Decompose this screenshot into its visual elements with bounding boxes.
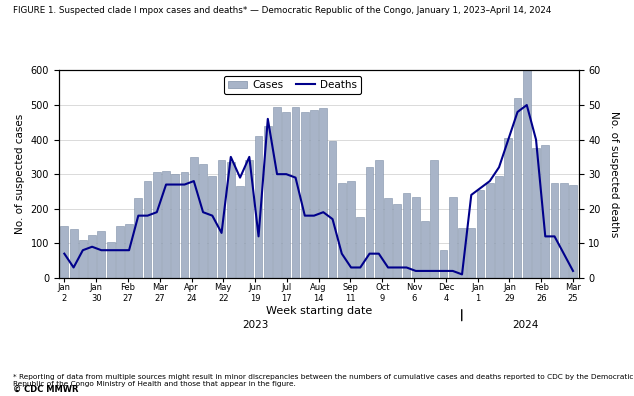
Bar	[356, 217, 364, 278]
Bar	[144, 181, 152, 278]
Bar	[375, 160, 383, 278]
Bar	[245, 160, 253, 278]
Bar	[70, 229, 77, 278]
Bar	[60, 226, 68, 278]
Bar	[181, 172, 188, 278]
Bar	[458, 228, 466, 278]
Bar	[310, 110, 318, 278]
Bar	[412, 197, 420, 278]
Bar	[430, 160, 438, 278]
Bar	[449, 197, 456, 278]
Bar	[190, 157, 198, 278]
Bar	[171, 174, 179, 278]
Bar	[301, 112, 309, 278]
X-axis label: Week starting date: Week starting date	[266, 306, 372, 316]
Bar	[486, 183, 494, 278]
Bar	[328, 141, 337, 278]
Bar	[264, 126, 272, 278]
Bar	[88, 235, 96, 278]
Bar	[209, 176, 216, 278]
Bar	[569, 185, 577, 278]
Y-axis label: No. of suspected cases: No. of suspected cases	[15, 114, 25, 234]
Bar	[273, 107, 281, 278]
Text: FIGURE 1. Suspected clade I mpox cases and deaths* — Democratic Republic of the : FIGURE 1. Suspected clade I mpox cases a…	[13, 6, 551, 15]
Bar	[366, 167, 373, 278]
Bar	[504, 138, 512, 278]
Bar	[236, 186, 244, 278]
Bar	[514, 98, 521, 278]
Bar	[532, 148, 540, 278]
Bar	[384, 198, 392, 278]
Bar	[217, 160, 226, 278]
Text: 2024: 2024	[512, 320, 538, 329]
Bar	[227, 162, 235, 278]
Bar	[134, 198, 142, 278]
Bar	[153, 172, 161, 278]
Text: 2023: 2023	[242, 320, 268, 329]
Bar	[439, 250, 448, 278]
Bar	[107, 242, 115, 278]
Bar	[477, 190, 484, 278]
Bar	[393, 204, 401, 278]
Bar	[116, 226, 124, 278]
Bar	[560, 183, 567, 278]
Bar	[338, 183, 346, 278]
Legend: Cases, Deaths: Cases, Deaths	[224, 76, 361, 94]
Bar	[550, 183, 559, 278]
Bar	[495, 176, 503, 278]
Bar	[282, 112, 290, 278]
Bar	[292, 107, 299, 278]
Bar	[467, 228, 476, 278]
Bar	[421, 221, 429, 278]
Bar	[255, 136, 262, 278]
Bar	[199, 164, 207, 278]
Bar	[403, 193, 410, 278]
Bar	[125, 224, 133, 278]
Bar	[541, 145, 549, 278]
Bar	[347, 181, 355, 278]
Bar	[523, 69, 531, 278]
Bar	[320, 109, 327, 278]
Bar	[79, 240, 87, 278]
Bar	[162, 171, 170, 278]
Bar	[98, 231, 105, 278]
Text: © CDC MMWR: © CDC MMWR	[13, 385, 78, 394]
Y-axis label: No. of suspected deaths: No. of suspected deaths	[609, 111, 619, 237]
Text: * Reporting of data from multiple sources might result in minor discrepancies be: * Reporting of data from multiple source…	[13, 374, 633, 387]
